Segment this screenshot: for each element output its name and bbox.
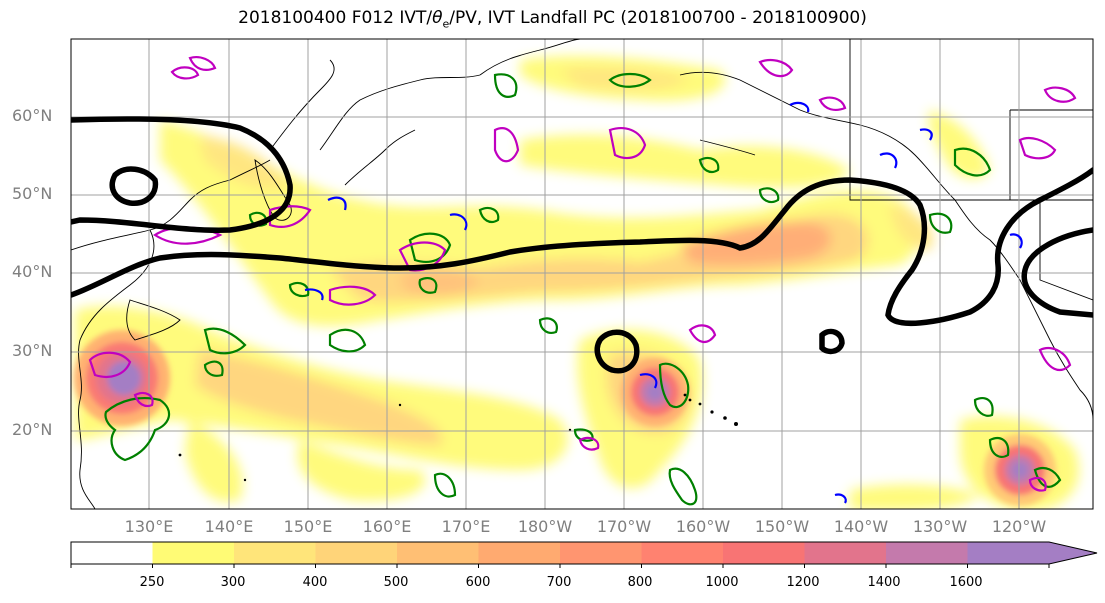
colorbar-segment: [967, 542, 1050, 564]
ivt-shading: [74, 55, 1079, 509]
map-title: 2018100400 F012 IVT/θe/PV, IVT Landfall …: [0, 8, 1105, 30]
lat-label-20n: 20°N: [12, 420, 53, 439]
lat-label-30n: 30°N: [12, 341, 53, 360]
coastlines: [71, 39, 1093, 509]
colorbar-label-800: 800: [627, 575, 653, 590]
colorbar-label-1200: 1200: [786, 575, 820, 590]
colorbar-label-600: 600: [465, 575, 491, 590]
colorbar-label-500: 500: [383, 575, 409, 590]
colorbar-segment: [152, 542, 235, 564]
map-frame: [70, 38, 1094, 510]
lat-label-60n: 60°N: [12, 106, 53, 125]
colorbar-segment: [886, 542, 968, 564]
lon-label-160w: 160°W: [675, 517, 731, 536]
colorbar: [70, 541, 1098, 568]
colorbar-segment: [234, 542, 316, 564]
colorbar-segment: [315, 542, 398, 564]
islands: [178, 393, 738, 482]
colorbar-segment: [71, 542, 153, 564]
colorbar-extend-arrow: [1049, 542, 1097, 564]
title-prefix: 2018100400 F012 IVT/: [238, 8, 433, 28]
colorbar-segment: [478, 542, 561, 564]
lon-label-180w: 180°W: [517, 517, 573, 536]
colorbar-segment: [641, 542, 724, 564]
lat-label-50n: 50°N: [12, 184, 53, 203]
lon-label-140e: 140°E: [204, 517, 254, 536]
pc-contours: [71, 116, 1093, 374]
title-theta: θ: [432, 8, 443, 28]
colorbar-label-1400: 1400: [867, 575, 901, 590]
lat-label-40n: 40°N: [12, 262, 53, 281]
lon-label-140w: 140°W: [833, 517, 889, 536]
lon-label-150e: 150°E: [283, 517, 333, 536]
colorbar-label-400: 400: [302, 575, 328, 590]
lon-label-170w: 170°W: [596, 517, 652, 536]
colorbar-segment: [397, 542, 479, 564]
colorbar-segment: [560, 542, 642, 564]
lon-label-160e: 160°E: [362, 517, 412, 536]
lon-label-120w: 120°W: [991, 517, 1047, 536]
colorbar-label-250: 250: [139, 575, 165, 590]
colorbar-label-700: 700: [546, 575, 572, 590]
lon-label-130w: 130°W: [912, 517, 968, 536]
colorbar-label-1000: 1000: [705, 575, 739, 590]
magenta-contours: [88, 56, 1077, 492]
colorbar-label-300: 300: [220, 575, 246, 590]
blue-contours: [304, 101, 1023, 504]
colorbar-segment: [723, 542, 805, 564]
colorbar-outline: [70, 541, 1098, 565]
green-contours: [104, 72, 1062, 506]
lon-label-170e: 170°E: [441, 517, 491, 536]
lon-label-130e: 130°E: [124, 517, 174, 536]
gridlines: [71, 39, 1093, 509]
colorbar-segment: [804, 542, 887, 564]
title-theta-sub: e: [442, 17, 450, 31]
colorbar-label-1600: 1600: [949, 575, 983, 590]
title-suffix: /PV, IVT Landfall PC (2018100700 - 20181…: [449, 8, 867, 28]
lon-label-150w: 150°W: [754, 517, 810, 536]
